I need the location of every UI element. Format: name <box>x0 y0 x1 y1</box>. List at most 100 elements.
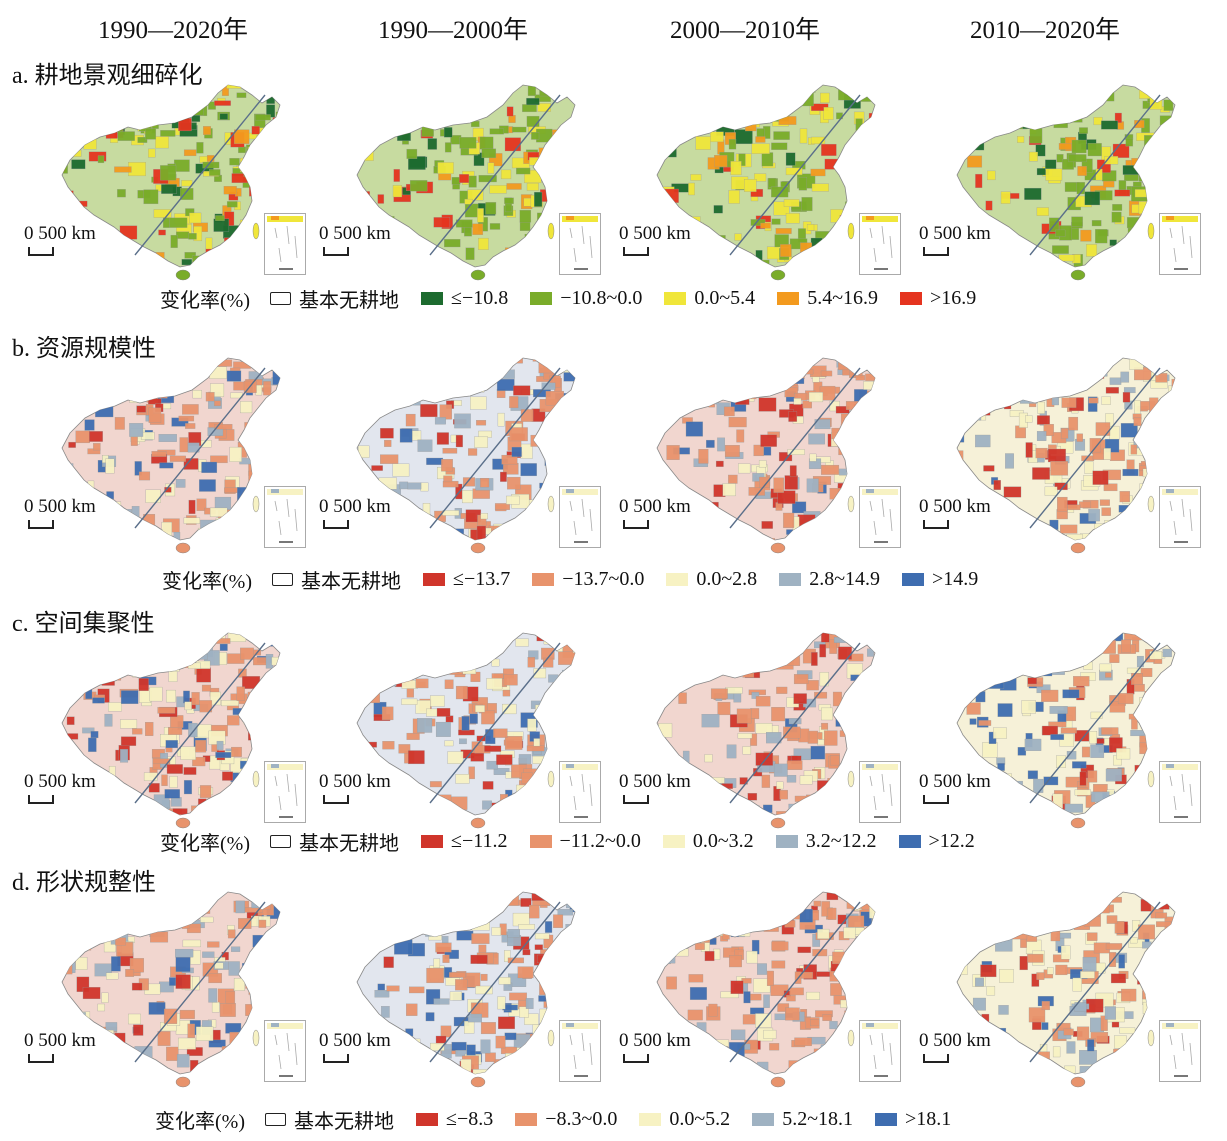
legend-title: 变化率(%) <box>160 289 250 312</box>
legend-item: −13.7~0.0 <box>532 568 644 591</box>
legend-item: −10.8~0.0 <box>530 287 642 310</box>
china-map <box>635 348 905 558</box>
china-map <box>335 75 605 285</box>
scale-bar: 0 500 km <box>319 771 391 804</box>
map-legend: 变化率(%) 基本无耕地 ≤−8.3 −8.3~0.0 0.0~5.2 5.2~18.1 >… <box>155 1105 973 1134</box>
legend-label: ≤−11.2 <box>450 829 508 852</box>
scale-bar: 0 500 km <box>24 771 96 804</box>
legend-item: 5.2~18.1 <box>752 1108 853 1131</box>
scale-bar: 0 500 km <box>619 771 691 804</box>
scale-label: 0 500 km <box>919 1030 991 1051</box>
legend-item: >12.2 <box>898 829 975 853</box>
legend-label: 基本无耕地 <box>293 1110 394 1133</box>
legend-label: 0.0~5.2 <box>669 1107 731 1130</box>
south-china-sea-inset <box>859 1020 901 1082</box>
legend-item-no-cropland: 基本无耕地 <box>264 1105 394 1134</box>
south-china-sea-inset <box>264 486 306 548</box>
legend-label: >14.9 <box>932 567 979 590</box>
china-map <box>635 75 905 285</box>
legend-label: −8.3~0.0 <box>545 1107 618 1130</box>
legend-label: >16.9 <box>930 286 977 309</box>
scale-bar: 0 500 km <box>619 223 691 256</box>
panel-title: c. 空间集聚性 <box>12 611 155 637</box>
scale-label: 0 500 km <box>919 771 991 792</box>
scale-label: 0 500 km <box>319 496 391 517</box>
scale-label: 0 500 km <box>319 223 391 244</box>
legend-label: >18.1 <box>905 1107 952 1130</box>
legend-label: 基本无耕地 <box>298 289 399 312</box>
scale-bar: 0 500 km <box>319 496 391 529</box>
map-legend: 变化率(%) 基本无耕地 ≤−11.2 −11.2~0.0 0.0~3.2 3.2~12.… <box>160 827 997 856</box>
panel-title: d. 形状规整性 <box>12 870 156 896</box>
china-map <box>40 75 310 285</box>
south-china-sea-inset <box>859 213 901 275</box>
column-title-3: 2000—2010年 <box>669 17 820 44</box>
legend-label: 5.2~18.1 <box>782 1107 854 1130</box>
scale-label: 0 500 km <box>24 496 96 517</box>
map-legend: 变化率(%) 基本无耕地 ≤−10.8 −10.8~0.0 0.0~5.4 5.4~16.… <box>160 284 998 313</box>
scale-label: 0 500 km <box>24 771 96 792</box>
legend-item: ≤−13.7 <box>422 567 511 591</box>
legend-item: 5.4~16.9 <box>777 287 878 310</box>
scale-bar: 0 500 km <box>919 771 991 804</box>
legend-item-no-cropland: 基本无耕地 <box>269 284 399 313</box>
map-legend: 变化率(%) 基本无耕地 ≤−13.7 −13.7~0.0 0.0~2.8 2.8~14.… <box>162 565 1000 594</box>
legend-label: −10.8~0.0 <box>560 286 643 309</box>
scale-bar: 0 500 km <box>24 223 96 256</box>
south-china-sea-inset <box>859 761 901 823</box>
scale-bar: 0 500 km <box>24 496 96 529</box>
legend-item-no-cropland: 基本无耕地 <box>271 565 401 594</box>
legend-title: 变化率(%) <box>160 832 250 855</box>
scale-label: 0 500 km <box>619 223 691 244</box>
legend-item: >18.1 <box>875 1108 951 1131</box>
china-map <box>40 623 310 833</box>
legend-label: 2.8~14.9 <box>809 567 881 590</box>
china-map <box>935 348 1205 558</box>
legend-item-no-cropland: 基本无耕地 <box>269 827 399 856</box>
scale-label: 0 500 km <box>24 1030 96 1051</box>
scale-bar: 0 500 km <box>919 1030 991 1063</box>
legend-label: ≤−8.3 <box>445 1107 494 1130</box>
scale-bar: 0 500 km <box>319 223 391 256</box>
scale-bar: 0 500 km <box>619 496 691 529</box>
south-china-sea-inset <box>559 213 601 275</box>
legend-item: >16.9 <box>900 287 976 310</box>
legend-item: ≤−11.2 <box>420 829 508 853</box>
legend-item: 0.0~3.2 <box>662 829 754 853</box>
china-map <box>335 882 605 1092</box>
scale-label: 0 500 km <box>919 223 991 244</box>
south-china-sea-inset <box>859 486 901 548</box>
scale-label: 0 500 km <box>619 1030 691 1051</box>
legend-item: −8.3~0.0 <box>515 1108 617 1131</box>
south-china-sea-inset <box>264 1020 306 1082</box>
china-map <box>335 348 605 558</box>
south-china-sea-inset <box>559 486 601 548</box>
legend-label: ≤−10.8 <box>450 286 509 309</box>
scale-label: 0 500 km <box>619 771 691 792</box>
legend-label: −11.2~0.0 <box>559 829 641 852</box>
scale-bar: 0 500 km <box>24 1030 96 1063</box>
china-map <box>635 882 905 1092</box>
legend-label: 3.2~12.2 <box>805 829 877 852</box>
china-map <box>635 623 905 833</box>
scale-bar: 0 500 km <box>319 1030 391 1063</box>
south-china-sea-inset <box>559 1020 601 1082</box>
legend-label: >12.2 <box>928 829 975 852</box>
legend-label: ≤−13.7 <box>452 567 511 590</box>
legend-label: 基本无耕地 <box>300 570 401 593</box>
scale-label: 0 500 km <box>24 223 96 244</box>
scale-label: 0 500 km <box>319 771 391 792</box>
china-map <box>40 348 310 558</box>
legend-label: 基本无耕地 <box>298 832 399 855</box>
column-title-4: 2010—2020年 <box>969 17 1120 44</box>
legend-label: 0.0~3.2 <box>692 829 754 852</box>
south-china-sea-inset <box>1159 761 1201 823</box>
china-map <box>935 623 1205 833</box>
legend-item: 0.0~5.4 <box>664 287 755 310</box>
south-china-sea-inset <box>1159 486 1201 548</box>
panel-title: a. 耕地景观细碎化 <box>12 63 203 89</box>
legend-item: 0.0~5.2 <box>639 1108 730 1131</box>
column-title-1: 1990—2020年 <box>97 17 248 44</box>
south-china-sea-inset <box>1159 213 1201 275</box>
legend-item: 3.2~12.2 <box>775 829 877 853</box>
